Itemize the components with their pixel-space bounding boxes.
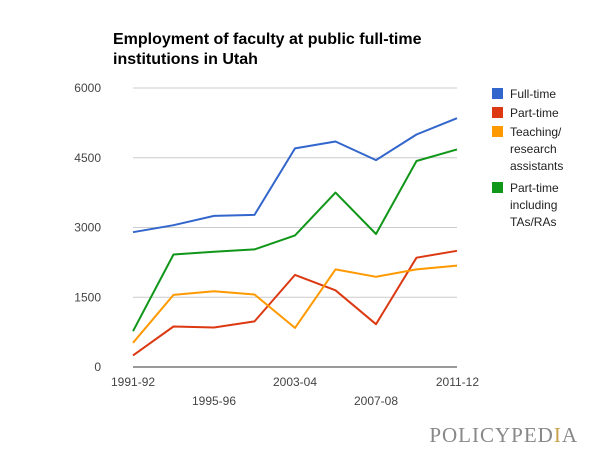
logo-text-end: A: [561, 423, 578, 447]
logo-text: POLICYPED: [429, 423, 554, 447]
legend-label: Teaching/: [510, 125, 562, 139]
legend-label: including: [510, 198, 557, 212]
x-tick-label: 1995-96: [192, 394, 236, 408]
y-tick-label: 3000: [74, 221, 101, 235]
series-line-full-time: [132, 117, 458, 234]
y-axis-ticks: 0 1500 3000 4500 6000: [74, 81, 101, 374]
y-tick-label: 1500: [74, 290, 101, 304]
legend-swatch: [492, 126, 503, 137]
legend-label: assistants: [510, 159, 563, 173]
chart-title-line: institutions in Utah: [113, 51, 258, 68]
series-lines: [132, 117, 458, 357]
chart-title-line: Employment of faculty at public full-tim…: [113, 31, 422, 48]
legend-swatch: [492, 107, 503, 118]
x-tick-label: 2007-08: [354, 394, 398, 408]
y-tick-label: 0: [94, 360, 101, 374]
y-tick-label: 6000: [74, 81, 101, 95]
legend-label: research: [510, 142, 557, 156]
policypedia-logo: POLICYPEDIA: [429, 423, 578, 448]
series-line-part-time-including-tas-ras: [132, 148, 458, 332]
gridlines: [133, 87, 457, 368]
legend-label: Part-time: [510, 106, 559, 120]
legend-label: Full-time: [510, 87, 556, 101]
series-line-part-time: [132, 249, 458, 357]
legend-label: Part-time: [510, 181, 559, 195]
chart-title: Employment of faculty at public full-tim…: [113, 31, 422, 68]
legend-swatch: [492, 88, 503, 99]
legend: Full-time Part-time Teaching/research assis…: [492, 87, 563, 229]
y-tick-label: 4500: [74, 151, 101, 165]
series-line-teaching-research-assistants: [132, 264, 458, 344]
x-tick-label: 2011-12: [436, 375, 479, 389]
x-tick-label: 1991-92: [111, 375, 155, 389]
legend-label: TAs/RAs: [510, 215, 556, 229]
x-axis-ticks: 1991-92 1995-96 2003-04 2007-08 2011-12: [111, 375, 479, 408]
legend-swatch: [492, 182, 503, 193]
logo-accent: I: [553, 423, 562, 447]
x-tick-label: 2003-04: [273, 375, 317, 389]
